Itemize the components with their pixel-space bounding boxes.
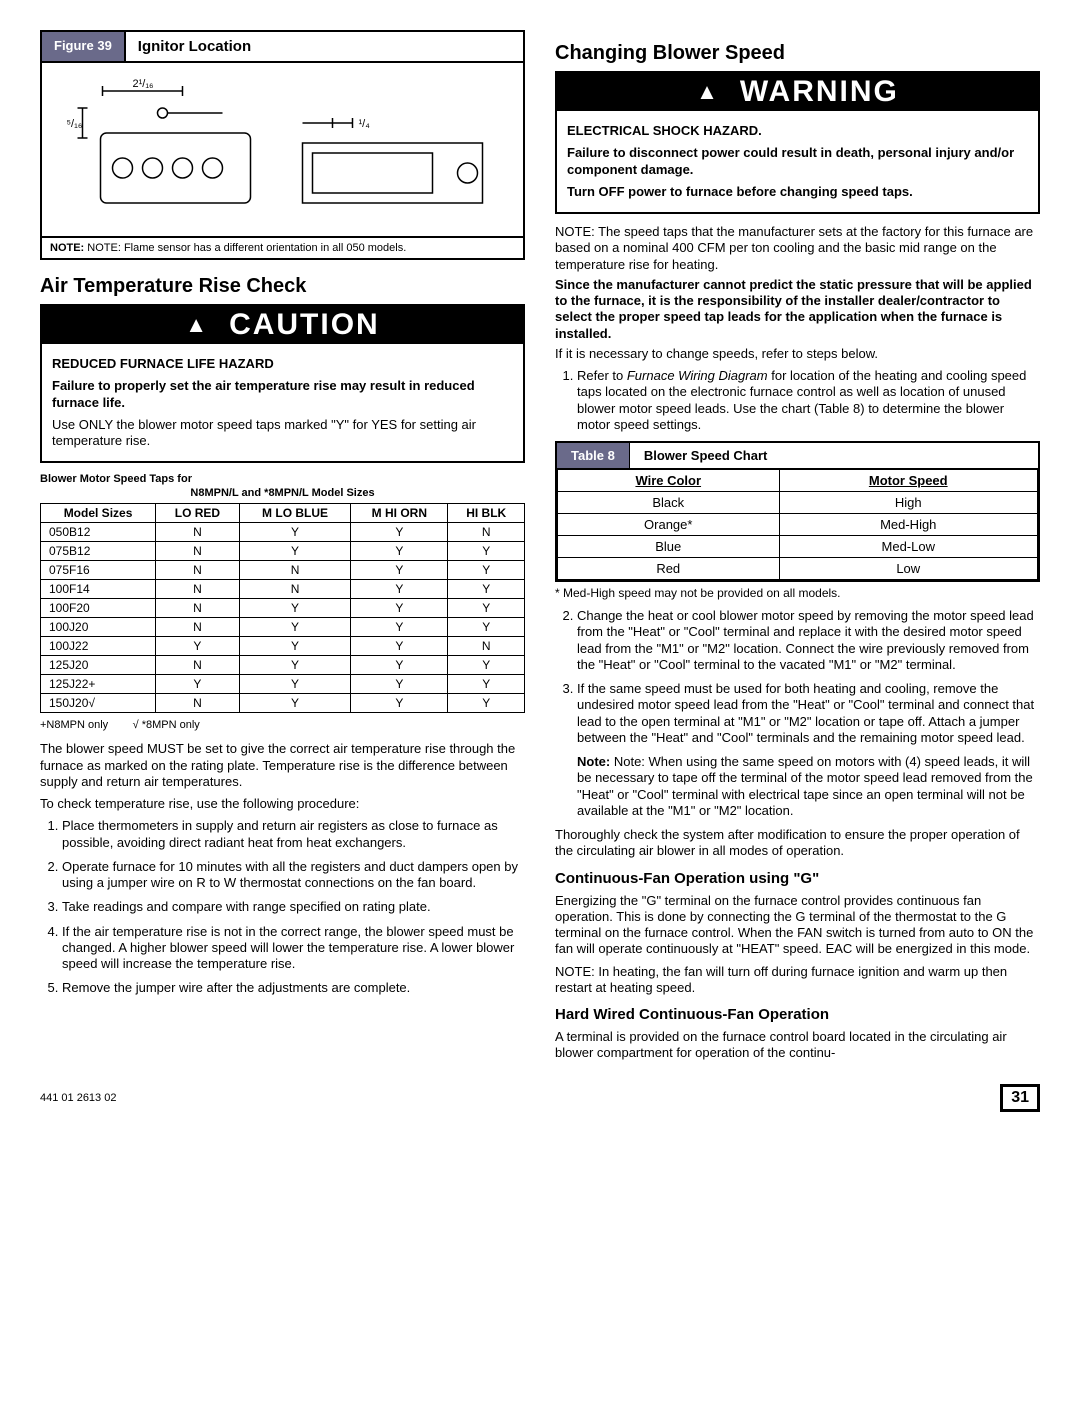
taps-footnote: +N8MPN only √ *8MPN only [40,719,525,731]
para-if-necessary: If it is necessary to change speeds, ref… [555,346,1040,362]
warning-header: ▲ WARNING [557,73,1038,111]
taps-subcaption: N8MPN/L and *8MPN/L Model Sizes [40,487,525,499]
caution-title: CAUTION [229,308,380,342]
caution-subtitle: REDUCED FURNACE LIFE HAZARD [52,356,274,371]
proc-step-3: Take readings and compare with range spe… [62,899,525,915]
warning-box: ▲ WARNING ELECTRICAL SHOCK HAZARD. Failu… [555,71,1040,214]
col-hi: HI BLK [448,504,525,523]
speed-taps-table: Model Sizes LO RED M LO BLUE M HI ORN HI… [40,503,525,713]
para-blower-must: The blower speed MUST be set to give the… [40,741,525,790]
table-row: 125J22+YYYY [41,675,525,694]
col-lo: LO RED [156,504,240,523]
col-model: Model Sizes [41,504,156,523]
table-row: BlackHigh [558,492,1038,514]
table-row: RedLow [558,558,1038,580]
figure-title: Ignitor Location [126,32,263,61]
figure-note-text: NOTE: Flame sensor has a different orien… [87,242,406,254]
table-row: 075F16NNYY [41,561,525,580]
warning-line-1: Failure to disconnect power could result… [567,145,1014,176]
proc-step-5: Remove the jumper wire after the adjustm… [62,980,525,996]
heading-hard-wired: Hard Wired Continuous-Fan Operation [555,1006,1040,1023]
warning-triangle-icon: ▲ [185,312,209,338]
heading-air-temp: Air Temperature Rise Check [40,275,525,298]
caution-header: ▲ CAUTION [42,306,523,344]
note-factory: NOTE: The speed taps that the manufactur… [555,224,1040,273]
page-number: 31 [1000,1084,1040,1112]
figure-note: NOTE: NOTE: Flame sensor has a different… [42,236,523,258]
table-8-label: Table 8 [557,443,630,468]
table-row: 050B12NYYN [41,523,525,542]
step-3-note: Note: Note: When using the same speed on… [577,754,1040,819]
col-mlo: M LO BLUE [239,504,350,523]
table-row: 100F20NYYY [41,599,525,618]
change-step-3: If the same speed must be used for both … [577,681,1040,819]
para-check-proc: To check temperature rise, use the follo… [40,796,525,812]
warning-triangle-icon: ▲ [696,79,720,105]
figure-39: Figure 39 Ignitor Location 2¹/₁₆ ⁵/₁₆ [40,30,525,260]
table-row: 125J20NYYY [41,656,525,675]
proc-step-4: If the air temperature rise is not in th… [62,924,525,973]
table-row: 150J20√NYYY [41,694,525,713]
caution-line-1: Failure to properly set the air temperat… [52,378,475,409]
figure-diagram: 2¹/₁₆ ⁵/₁₆ ¹/₄ [42,63,523,236]
document-number: 441 01 2613 02 [40,1092,116,1104]
col-motor-speed: Motor Speed [779,470,1038,492]
figure-label: Figure 39 [42,32,126,61]
note-continuous-fan: NOTE: In heating, the fan will turn off … [555,964,1040,997]
change-step-1: Refer to Furnace Wiring Diagram for loca… [577,368,1040,433]
svg-text:¹/₄: ¹/₄ [359,118,371,130]
warning-title: WARNING [740,75,899,109]
table-row: 100J20NYYY [41,618,525,637]
table-row: 100J22YYYN [41,637,525,656]
procedure-list: Place thermometers in supply and return … [40,818,525,996]
change-speed-steps: Refer to Furnace Wiring Diagram for loca… [555,368,1040,433]
table-row: Orange*Med-High [558,514,1038,536]
warning-subtitle: ELECTRICAL SHOCK HAZARD. [567,123,762,138]
change-speed-steps-cont: Change the heat or cool blower motor spe… [555,608,1040,819]
taps-caption: Blower Motor Speed Taps for [40,473,525,485]
table-8: Table 8 Blower Speed Chart Wire Color Mo… [555,441,1040,582]
change-step-2: Change the heat or cool blower motor spe… [577,608,1040,673]
col-mhi: M HI ORN [351,504,448,523]
proc-step-1: Place thermometers in supply and return … [62,818,525,851]
heading-continuous-fan: Continuous-Fan Operation using "G" [555,870,1040,887]
svg-text:2¹/₁₆: 2¹/₁₆ [133,78,154,90]
warning-line-2: Turn OFF power to furnace before changin… [567,184,913,199]
caution-line-2: Use ONLY the blower motor speed taps mar… [52,417,513,450]
para-continuous-fan: Energizing the "G" terminal on the furna… [555,893,1040,958]
table-row: 075B12NYYY [41,542,525,561]
para-hard-wired: A terminal is provided on the furnace co… [555,1029,1040,1062]
heading-blower-speed: Changing Blower Speed [555,42,1040,65]
table-8-footnote: * Med-High speed may not be provided on … [555,586,1040,600]
caution-box: ▲ CAUTION REDUCED FURNACE LIFE HAZARD Fa… [40,304,525,463]
table-8-title: Blower Speed Chart [630,443,1038,468]
note-installer: Since the manufacturer cannot predict th… [555,277,1040,342]
para-thorough-check: Thoroughly check the system after modifi… [555,827,1040,860]
proc-step-2: Operate furnace for 10 minutes with all … [62,859,525,892]
svg-text:⁵/₁₆: ⁵/₁₆ [67,118,83,130]
col-wire-color: Wire Color [558,470,780,492]
table-row: BlueMed-Low [558,536,1038,558]
table-row: 100F14NNYY [41,580,525,599]
